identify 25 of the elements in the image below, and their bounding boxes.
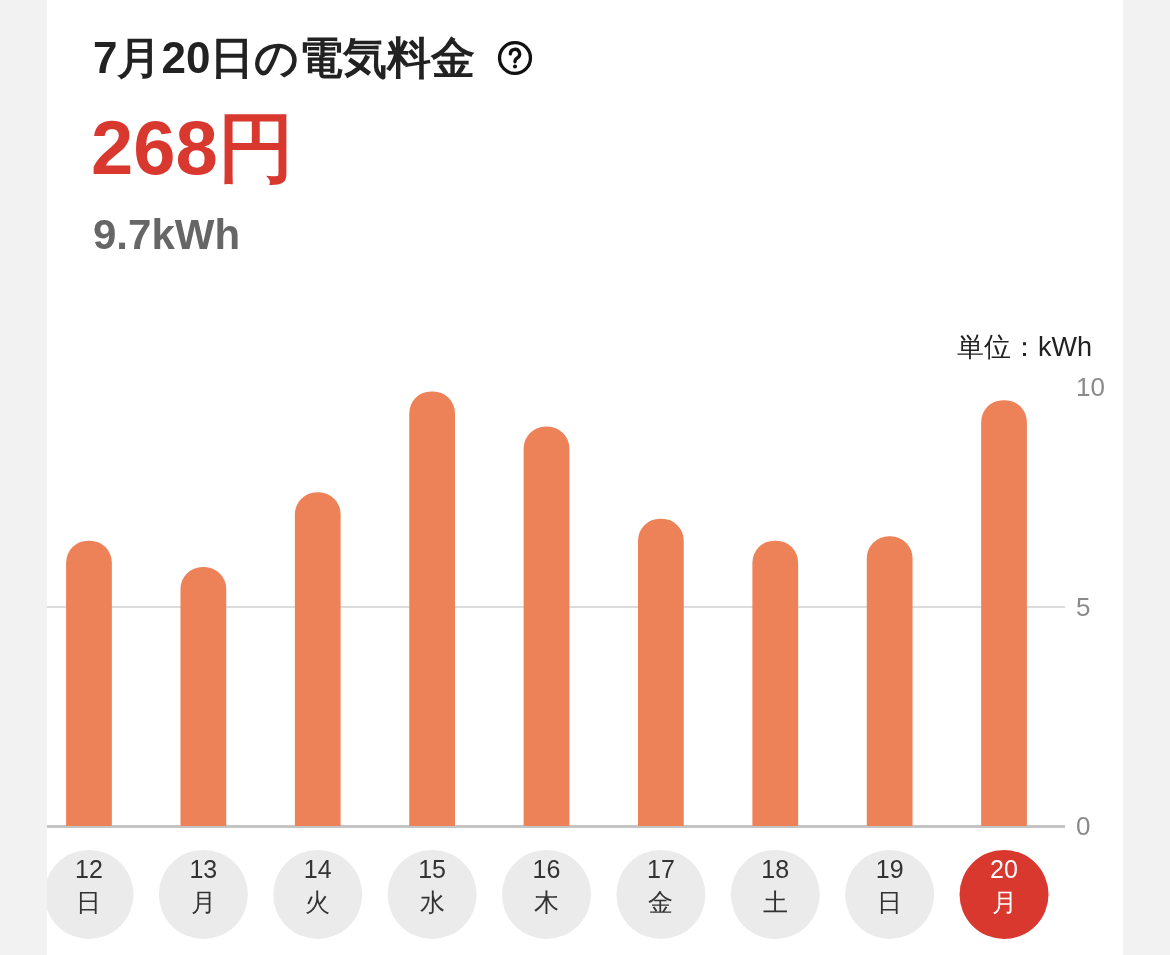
chart-title: 7月20日の電気料金 bbox=[93, 33, 476, 83]
x-tick-label: 16 木 bbox=[532, 855, 561, 916]
x-tick-label: 12 日 bbox=[75, 855, 103, 916]
x-tick-label: 15 水 bbox=[418, 855, 447, 916]
x-tick-label: 18 土 bbox=[761, 855, 790, 916]
x-tick-label: 17 金 bbox=[646, 855, 675, 916]
x-tick-label: 19 日 bbox=[875, 855, 904, 916]
bar bbox=[409, 391, 455, 826]
bar bbox=[981, 400, 1027, 826]
bar bbox=[294, 492, 341, 826]
y-tick-label: 0 bbox=[1076, 811, 1091, 842]
y-tick-label: 5 bbox=[1076, 591, 1091, 622]
chart-subtitle: 268円 bbox=[91, 105, 294, 190]
bar bbox=[523, 426, 570, 826]
x-tick-label: 13 月 bbox=[189, 855, 218, 916]
bar bbox=[752, 540, 799, 826]
text: 9.7kWh bbox=[93, 210, 241, 260]
bar bbox=[638, 518, 684, 826]
bar bbox=[66, 540, 112, 826]
bar bbox=[180, 566, 227, 826]
y-tick-label: 10 bbox=[1076, 372, 1105, 403]
bar bbox=[866, 536, 913, 826]
y-axis-title: 単位：kWh bbox=[957, 331, 1092, 364]
x-tick-label: 14 火 bbox=[303, 855, 332, 916]
x-tick-label: 20 月 bbox=[990, 855, 1018, 916]
